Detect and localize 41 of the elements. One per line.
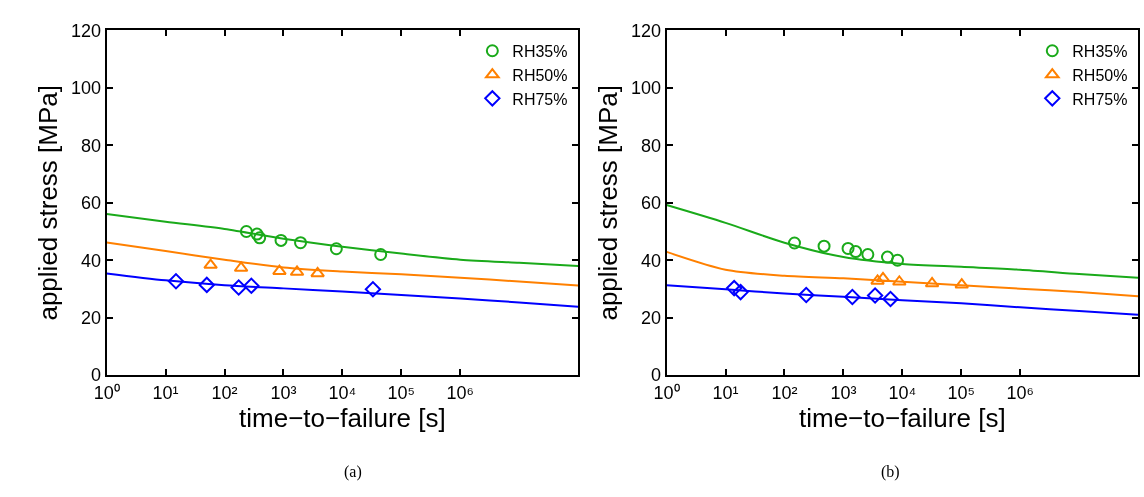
y-tick-label: 40 — [81, 250, 102, 271]
y-tick-label: 80 — [81, 135, 102, 156]
x-tick-label: 10⁴ — [328, 382, 357, 403]
y-tick-label: 120 — [71, 20, 102, 41]
y-tick-label: 20 — [640, 307, 662, 328]
x-tick-label: 10⁵ — [387, 382, 416, 403]
line-series — [666, 250, 1138, 298]
line-series — [106, 272, 579, 308]
y-tick-label: 60 — [640, 193, 662, 214]
x-axis-title: time−to−failure [s] — [239, 402, 446, 433]
y-tick-label: 100 — [630, 78, 662, 99]
x-tick-label: 10³ — [270, 382, 297, 403]
x-tick-label: 10⁴ — [888, 382, 917, 403]
legend-label: RH35% — [1072, 43, 1128, 60]
legend-label: RH75% — [1072, 90, 1128, 108]
y-tick-label: 60 — [81, 193, 102, 214]
x-tick-label: 10³ — [830, 382, 857, 403]
y-axis-title: applied stress [MPa] — [32, 84, 63, 321]
y-tick-label: 120 — [630, 20, 662, 41]
line-series — [106, 212, 579, 267]
x-tick-label: 10² — [771, 382, 798, 403]
x-tick-label: 10⁵ — [947, 382, 975, 403]
text: (a) — [344, 463, 362, 481]
y-tick-label: 100 — [71, 78, 102, 99]
line-series — [106, 241, 579, 287]
legend-label: RH35% — [512, 43, 568, 60]
x-tick-label: 10¹ — [152, 382, 179, 403]
x-axis-title: time−to−failure [s] — [798, 402, 1006, 433]
text: (b) — [881, 463, 900, 481]
legend-label: RH50% — [512, 66, 568, 84]
y-axis-title: applied stress [MPa] — [592, 84, 623, 321]
y-tick-label: 80 — [640, 135, 662, 156]
legend-label: RH75% — [512, 90, 568, 108]
line-series — [666, 204, 1138, 279]
x-tick-label: 10¹ — [712, 382, 739, 403]
x-tick-label: 10² — [211, 382, 238, 403]
legend-label: RH50% — [1072, 66, 1128, 84]
x-tick-label: 10⁶ — [446, 382, 474, 403]
y-tick-label: 40 — [640, 250, 662, 271]
y-tick-label: 20 — [81, 307, 102, 328]
x-tick-label: 10⁶ — [1006, 382, 1034, 403]
